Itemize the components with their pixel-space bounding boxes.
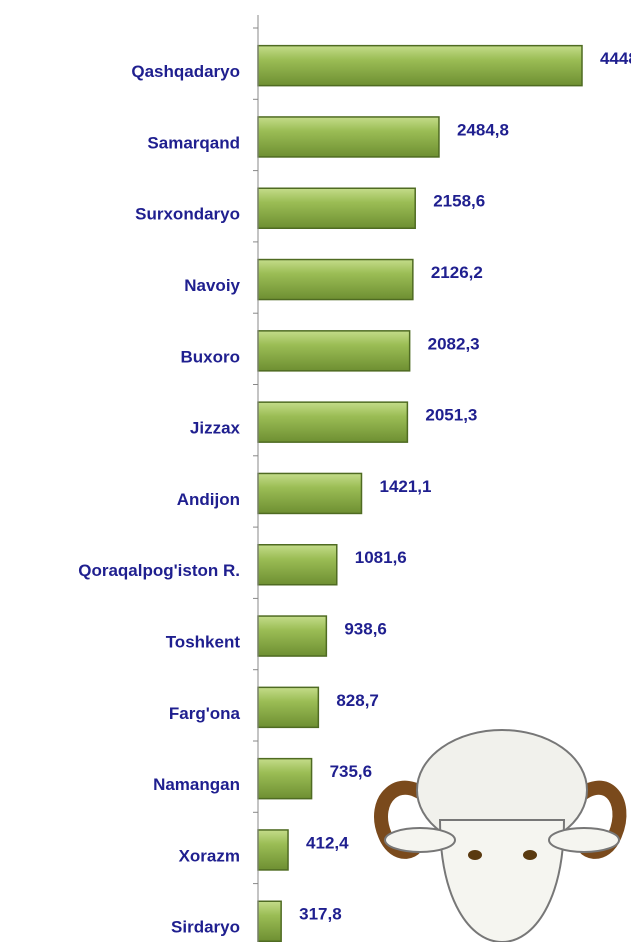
bar (257, 44, 583, 87)
value-label: 828,7 (336, 691, 379, 710)
value-label: 4448,8 (600, 49, 631, 68)
bar (257, 187, 416, 229)
category-label: Xorazm (179, 846, 240, 865)
category-label: Qoraqalpog'iston R. (78, 561, 240, 580)
bar (257, 330, 411, 372)
category-label: Buxoro (181, 347, 241, 366)
bar (257, 757, 313, 800)
bar (257, 900, 282, 942)
category-label: Surxondaryo (135, 205, 240, 224)
value-label: 1081,6 (355, 548, 407, 567)
category-label: Samarqand (147, 133, 240, 152)
value-label: 2082,3 (428, 334, 480, 353)
category-label: Qashqadaryo (131, 62, 240, 81)
value-label: 2158,6 (433, 192, 485, 211)
bar (257, 258, 414, 301)
category-label: Andijon (177, 490, 240, 509)
bar (257, 472, 363, 515)
bar (257, 829, 289, 871)
value-label: 2484,8 (457, 120, 509, 139)
category-label: Farg'ona (169, 704, 241, 723)
value-label: 735,6 (330, 762, 373, 781)
bar (257, 615, 328, 657)
value-label: 938,6 (344, 620, 387, 639)
value-label: 2051,3 (425, 406, 477, 425)
value-label: 2126,2 (431, 263, 483, 282)
category-label: Toshkent (166, 633, 241, 652)
category-label: Namangan (153, 775, 240, 794)
category-label: Jizzax (190, 419, 241, 438)
value-label: 412,4 (306, 833, 349, 852)
value-label: 1421,1 (379, 477, 431, 496)
bar (257, 401, 409, 443)
bar (257, 686, 320, 729)
category-label: Sirdaryo (171, 918, 240, 937)
category-label: Navoiy (184, 276, 240, 295)
bar (257, 544, 338, 586)
bar (257, 116, 440, 158)
value-label: 317,8 (299, 905, 342, 924)
sheep-illustration (374, 729, 627, 942)
